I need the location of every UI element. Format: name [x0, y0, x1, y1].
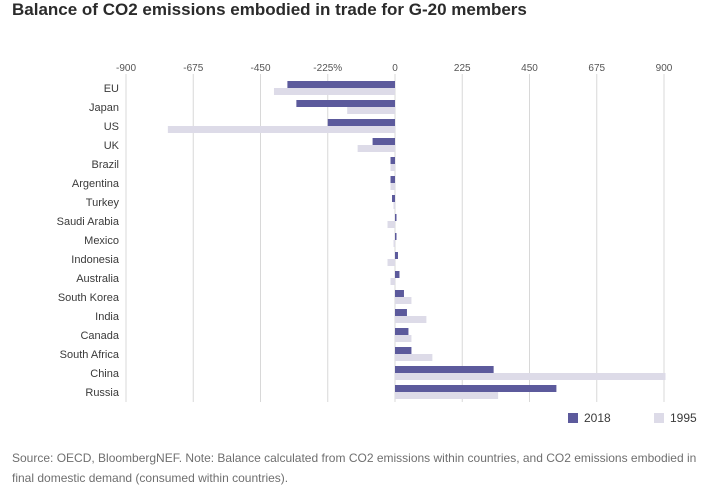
- bar-2018: [395, 309, 407, 316]
- bar-2018: [390, 157, 395, 164]
- category-label: Canada: [80, 330, 119, 342]
- category-label: South Africa: [60, 349, 120, 361]
- source-note: Source: OECD, BloombergNEF. Note: Balanc…: [12, 451, 697, 485]
- category-labels: EU Japan US UK Brazil Argentina Turkey Saudi Ar…: [57, 83, 120, 399]
- x-tick-label: 0: [392, 63, 398, 74]
- x-tick-label: -675: [183, 63, 203, 74]
- category-label: South Korea: [58, 292, 120, 304]
- x-tick-label: -900: [116, 63, 136, 74]
- legend-label: 1995: [670, 411, 697, 425]
- bar-2018: [395, 214, 397, 221]
- category-label: Indonesia: [71, 254, 120, 266]
- bar-1995: [395, 354, 433, 361]
- bar-1995: [347, 107, 395, 114]
- bar-1995: [395, 373, 666, 380]
- bar-1995: [395, 335, 412, 342]
- category-label: US: [104, 121, 119, 133]
- x-tick-label: 450: [521, 63, 538, 74]
- legend: 2018 1995: [568, 411, 697, 425]
- x-tick-label: 900: [656, 63, 673, 74]
- category-label: Australia: [76, 273, 120, 285]
- x-axis-ticks: -900 -675 -450 -225% 0 225 450 675 900: [116, 63, 673, 74]
- bar-1995: [387, 259, 395, 266]
- bar-2018: [395, 328, 409, 335]
- x-tick-label: 225: [454, 63, 471, 74]
- bar-1995: [395, 316, 427, 323]
- category-label: Argentina: [72, 178, 120, 190]
- x-tick-label: -225%: [313, 63, 342, 74]
- bar-2018: [395, 290, 404, 297]
- bar-2018: [390, 176, 395, 183]
- x-tick-label: 675: [588, 63, 605, 74]
- bar-2018: [392, 195, 395, 202]
- category-label: China: [90, 368, 120, 380]
- bar-1995: [393, 240, 396, 247]
- bar-1995: [393, 202, 396, 209]
- category-label: Saudi Arabia: [57, 216, 120, 228]
- category-label: Japan: [89, 102, 119, 114]
- bar-1995: [390, 278, 395, 285]
- category-label: Russia: [85, 387, 120, 399]
- bar-2018: [327, 119, 395, 126]
- bar-1995: [357, 145, 395, 152]
- legend-swatch: [654, 413, 664, 423]
- bar-2018: [372, 138, 395, 145]
- category-label: Brazil: [91, 159, 119, 171]
- bar-2018: [395, 347, 412, 354]
- bar-1995: [390, 183, 395, 190]
- bar-1995: [390, 164, 395, 171]
- bar-1995: [387, 221, 395, 228]
- category-label: India: [95, 311, 120, 323]
- bar-2018: [395, 366, 494, 373]
- bar-2018: [395, 252, 398, 259]
- category-label: UK: [104, 140, 120, 152]
- category-label: Turkey: [86, 197, 120, 209]
- bar-1995: [273, 88, 395, 95]
- chart-title: Balance of CO2 emissions embodied in tra…: [12, 0, 527, 19]
- legend-label: 2018: [584, 411, 611, 425]
- bars: [167, 81, 666, 399]
- bar-2018: [287, 81, 395, 88]
- bar-1995: [395, 392, 499, 399]
- bar-chart: -900 -675 -450 -225% 0 225 450 675 900 EU Japan US…: [57, 63, 697, 425]
- bar-1995: [395, 297, 412, 304]
- category-label: EU: [104, 83, 119, 95]
- category-label: Mexico: [84, 235, 119, 247]
- x-tick-label: -450: [250, 63, 270, 74]
- bar-1995: [167, 126, 395, 133]
- bar-2018: [395, 271, 400, 278]
- bar-2018: [395, 385, 557, 392]
- bar-2018: [296, 100, 395, 107]
- legend-swatch: [568, 413, 578, 423]
- bar-2018: [395, 233, 397, 240]
